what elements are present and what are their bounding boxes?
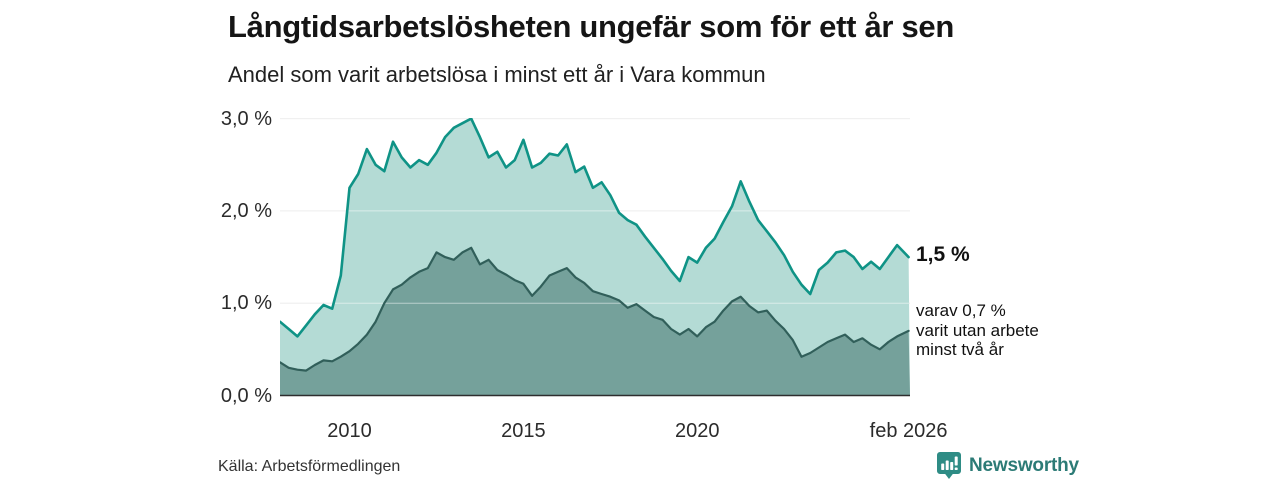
y-axis-tick-label: 0,0 % bbox=[220, 384, 272, 407]
newsworthy-icon bbox=[937, 452, 961, 479]
page-title: Långtidsarbetslösheten ungefär som för e… bbox=[228, 9, 955, 44]
annotation-line: varit utan arbete bbox=[916, 320, 1039, 340]
area-chart-svg bbox=[280, 118, 910, 397]
chart-subtitle: Andel som varit arbetslösa i minst ett å… bbox=[228, 62, 766, 87]
brand-logo: Newsworthy bbox=[936, 451, 1079, 480]
annotation-line: varav 0,7 % bbox=[916, 301, 1006, 320]
annotation-line: minst två år bbox=[916, 340, 1004, 359]
x-axis-tick-label: 2010 bbox=[327, 420, 372, 442]
secondary-value-annotation: varav 0,7 % varit utan arbete minst två … bbox=[916, 301, 1039, 360]
x-axis-tick-label: feb 2026 bbox=[869, 420, 948, 442]
x-axis-tick-label: 2015 bbox=[501, 420, 546, 442]
y-axis-tick-label: 1,0 % bbox=[220, 292, 272, 315]
latest-value-label: 1,5 % bbox=[916, 243, 970, 266]
x-axis-tick-label: 2020 bbox=[674, 420, 720, 442]
y-axis-tick-label: 2,0 % bbox=[220, 199, 272, 222]
source-credit: Källa: Arbetsförmedlingen bbox=[218, 458, 401, 475]
brand-name: Newsworthy bbox=[969, 454, 1079, 476]
area-chart bbox=[280, 118, 910, 397]
y-axis-tick-label: 3,0 % bbox=[220, 107, 272, 130]
